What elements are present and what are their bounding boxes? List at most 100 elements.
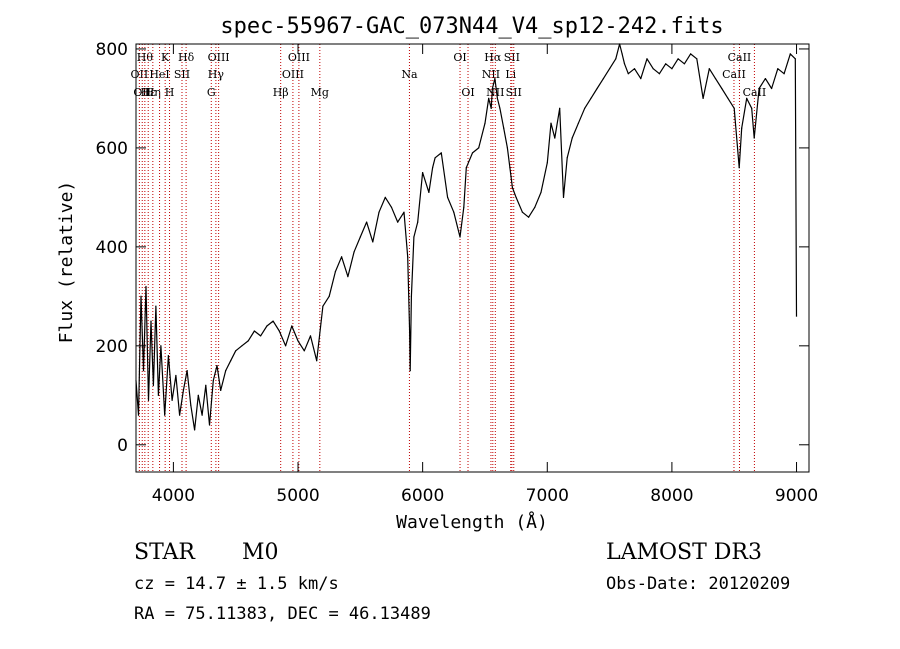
data-point-0-85 [511, 186, 513, 189]
line-marker-label-8: SII [174, 68, 190, 81]
line-marker-label-0: OII [131, 68, 149, 81]
y-tick-label-1: 200 [96, 337, 128, 357]
data-point-0-106 [621, 53, 623, 55]
data-point-0-131 [758, 87, 760, 90]
data-point-0-2 [140, 295, 142, 297]
line-marker-label-18: OI [453, 51, 466, 64]
data-point-0-84 [509, 167, 511, 169]
data-point-0-101 [596, 87, 598, 90]
data-point-0-32 [253, 330, 255, 332]
chart-title: spec-55967-GAC_073N44_V4_sp12-242.fits [220, 14, 723, 39]
data-point-0-116 [677, 58, 679, 60]
data-point-0-64 [428, 191, 430, 193]
data-point-0-118 [690, 53, 692, 55]
data-point-0-120 [702, 97, 704, 99]
data-point-0-75 [484, 122, 486, 124]
data-point-0-77 [490, 107, 492, 109]
data-point-0-41 [309, 335, 312, 337]
data-point-0-69 [453, 211, 455, 213]
x-axis: 4000 5000 6000 7000 8000 9000 [152, 44, 818, 506]
data-point-0-54 [390, 206, 393, 208]
data-point-0-47 [347, 276, 349, 278]
data-point-0-15 [179, 414, 181, 416]
data-point-0-63 [422, 172, 424, 174]
data-point-0-33 [260, 335, 262, 337]
data-point-0-125 [733, 107, 735, 109]
data-point-0-76 [488, 97, 490, 99]
data-point-0-65 [432, 167, 434, 169]
line-marker-label-28: CaII [743, 86, 767, 99]
data-point-0-128 [746, 97, 748, 99]
data-point-0-78 [491, 87, 493, 90]
data-point-0-12 [167, 355, 169, 357]
data-point-0-137 [794, 58, 796, 60]
data-point-0-86 [515, 196, 517, 198]
line-marker-label-1: OII [133, 86, 151, 99]
data-point-0-27 [225, 370, 227, 372]
data-point-0-79 [494, 78, 496, 80]
data-point-0-55 [397, 221, 399, 223]
observation-date: Obs-Date: 20120209 [606, 574, 791, 594]
data-point-0-112 [652, 68, 654, 70]
line-marker-label-7: H [165, 86, 175, 99]
data-point-0-73 [471, 152, 474, 154]
data-point-0-132 [764, 78, 767, 80]
data-point-0-18 [190, 404, 192, 406]
data-point-0-104 [615, 58, 617, 60]
data-point-0-61 [413, 236, 415, 238]
data-point-0-24 [212, 379, 214, 382]
y-tick-label-4: 800 [96, 40, 128, 60]
data-point-0-103 [609, 68, 611, 70]
y-axis: 0 200 400 600 800 [96, 40, 809, 456]
spectrum-line-0 [135, 43, 798, 431]
data-point-0-80 [496, 97, 498, 99]
data-point-0-134 [777, 68, 779, 70]
data-point-0-40 [303, 350, 305, 352]
data-point-0-50 [366, 221, 368, 223]
data-point-0-94 [559, 107, 561, 109]
data-point-0-5 [147, 399, 150, 401]
line-marker-label-3: Hε [141, 86, 157, 99]
x-tick-label-1: 5000 [276, 486, 319, 506]
data-point-0-114 [665, 63, 667, 65]
data-point-0-130 [753, 137, 755, 139]
data-point-0-52 [378, 211, 380, 213]
data-point-0-16 [182, 389, 184, 391]
data-point-0-100 [590, 97, 592, 99]
data-point-0-67 [440, 152, 442, 154]
data-point-0-56 [403, 211, 405, 213]
data-point-0-45 [334, 271, 336, 273]
data-point-0-37 [285, 345, 287, 347]
data-point-0-95 [562, 196, 565, 198]
data-point-0-8 [155, 305, 157, 307]
data-point-0-23 [208, 424, 211, 426]
line-marker-label-14: OIII [282, 68, 304, 81]
data-point-0-35 [272, 320, 274, 322]
line-marker-label-11: Hγ [208, 68, 225, 81]
data-point-0-102 [602, 78, 605, 80]
line-marker-label-25: SII [506, 86, 522, 99]
data-point-0-81 [499, 107, 501, 109]
data-point-0-110 [640, 78, 642, 80]
line-marker-label-22: NII [486, 86, 504, 99]
line-marker-label-20: NII [482, 68, 500, 81]
line-marker-label-27: CaII [728, 51, 752, 64]
line-marker-label-6: K [161, 51, 170, 64]
line-marker-label-2: Hθ [137, 51, 154, 64]
data-point-0-133 [771, 87, 773, 90]
x-tick-label-4: 8000 [650, 486, 693, 506]
line-marker-label-16: Mg [311, 86, 329, 99]
spectrum-series [135, 43, 798, 431]
data-point-0-51 [372, 241, 374, 243]
data-point-0-121 [708, 68, 710, 70]
data-point-0-14 [175, 374, 177, 377]
data-point-0-91 [546, 162, 548, 164]
data-point-0-17 [186, 370, 188, 372]
data-point-0-39 [297, 340, 299, 342]
data-point-0-124 [727, 97, 729, 99]
data-point-0-108 [627, 73, 629, 75]
y-tick-label-2: 400 [96, 238, 128, 258]
x-tick-label-3: 7000 [526, 486, 569, 506]
